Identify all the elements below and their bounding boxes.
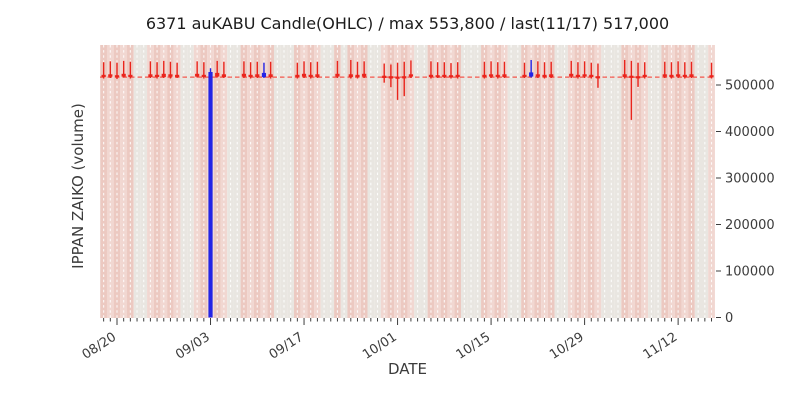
candle-10/15	[488, 61, 494, 78]
candle-11/14	[689, 61, 694, 78]
candle-10/20	[522, 62, 527, 78]
svg-text:200000: 200000	[725, 218, 775, 233]
svg-text:09/17: 09/17	[267, 330, 307, 363]
candle-09/01	[195, 61, 200, 78]
candle-08/26	[154, 62, 160, 79]
candle-11/05	[629, 60, 634, 120]
candle-09/11	[261, 62, 267, 78]
candle-10/14	[482, 61, 487, 79]
candle-09/26	[362, 61, 367, 78]
candle-09/04	[215, 60, 220, 78]
svg-text:300000: 300000	[725, 172, 775, 187]
candle-08/27	[161, 60, 166, 78]
candle-09/03	[208, 68, 213, 318]
candle-09/16	[295, 62, 300, 79]
svg-text:10/15: 10/15	[454, 330, 494, 363]
candle-08/28	[168, 61, 173, 79]
candle-08/29	[175, 62, 180, 78]
candle-08/19	[108, 61, 113, 78]
svg-text:100000: 100000	[725, 265, 775, 280]
candle-09/18	[308, 62, 313, 79]
candle-10/01	[395, 62, 400, 100]
candle-10/29	[582, 61, 587, 78]
candle-09/19	[315, 61, 320, 78]
candle-11/17	[709, 62, 714, 79]
candle-10/28	[575, 62, 581, 79]
axis-ticks	[103, 84, 721, 325]
candle-09/02	[201, 62, 206, 79]
candle-09/08	[241, 61, 247, 78]
candle-11/07	[642, 62, 647, 79]
candle-08/20	[114, 62, 120, 79]
candle-08/21	[121, 60, 126, 78]
candle-10/07	[435, 62, 440, 78]
candle-09/25	[355, 61, 360, 79]
plot-background	[100, 45, 715, 318]
y-tick-labels: 0 100000 200000 300000 400000 500000	[725, 79, 775, 327]
candle-10/30	[589, 62, 594, 79]
candle-11/04	[622, 60, 627, 79]
svg-text:09/03: 09/03	[173, 330, 213, 363]
candle-10/21	[529, 60, 534, 78]
svg-text:08/20: 08/20	[80, 330, 120, 363]
svg-text:500000: 500000	[725, 79, 775, 94]
candle-10/22	[535, 61, 540, 78]
candle-10/16	[495, 62, 500, 79]
svg-text:0: 0	[725, 311, 733, 326]
candle-10/08	[442, 62, 447, 78]
candle-08/25	[148, 61, 153, 78]
y-axis-label: IPPAN ZAIKO (volume)	[69, 103, 87, 269]
candle-09/22	[335, 60, 340, 78]
candle-09/10	[255, 61, 260, 78]
candle-10/27	[569, 60, 574, 78]
candle-11/13	[682, 62, 687, 79]
candle-10/09	[448, 63, 454, 79]
candle-10/17	[502, 61, 507, 78]
svg-text:10/29: 10/29	[547, 330, 587, 363]
candle-09/05	[221, 61, 226, 78]
candle-09/30	[388, 64, 393, 88]
svg-text:10/01: 10/01	[360, 330, 400, 363]
candle-08/22	[128, 61, 133, 79]
candle-10/06	[428, 61, 434, 79]
candle-10/10	[455, 62, 460, 79]
candle-10/24	[549, 61, 554, 78]
candle-10/02	[402, 61, 407, 97]
candle-10/31	[595, 63, 601, 88]
candle-09/17	[301, 61, 307, 78]
candle-10/23	[542, 62, 547, 79]
candle-11/11	[669, 62, 674, 79]
svg-text:11/12: 11/12	[641, 330, 681, 363]
x-axis-label: DATE	[387, 360, 428, 378]
candle-09/09	[248, 62, 253, 79]
candle-11/10	[662, 61, 667, 78]
candle-09/12	[268, 61, 273, 79]
candle-11/06	[635, 62, 641, 87]
candle-10/03	[408, 60, 414, 78]
candles	[101, 60, 714, 318]
candle-09/29	[382, 63, 387, 83]
candle-09/24	[348, 60, 353, 79]
x-tick-labels: 08/20 09/03 09/17 10/01 10/15 10/29 11/12	[80, 330, 681, 363]
chart-title: 6371 auKABU Candle(OHLC) / max 553,800 /…	[145, 14, 670, 33]
candle-08/18	[101, 62, 106, 79]
svg-text:400000: 400000	[725, 125, 775, 140]
candle-11/12	[676, 61, 681, 78]
